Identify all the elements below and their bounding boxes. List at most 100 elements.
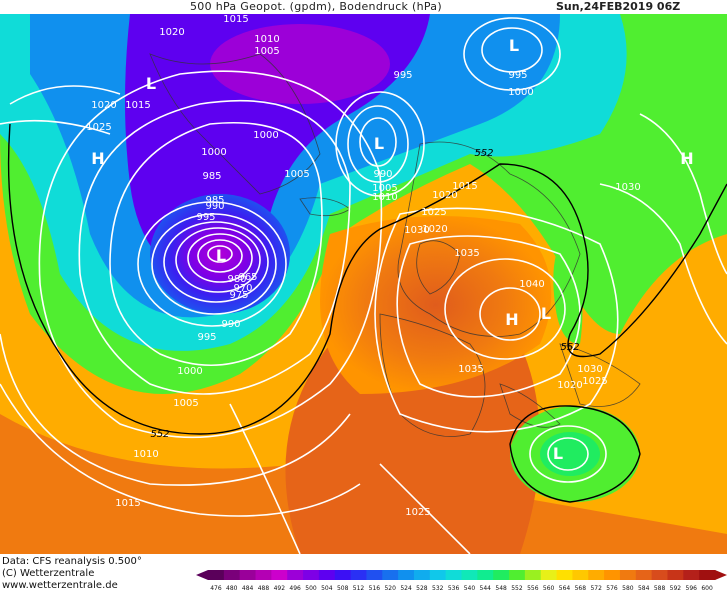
map-title: 500 hPa Geopot. (gpdm), Bodendruck (hPa)	[190, 0, 442, 13]
low-pressure-center: L	[374, 134, 384, 153]
legend-swatch	[350, 570, 367, 580]
isobar-label: 970	[233, 283, 252, 294]
legend-tick-label: 580	[622, 585, 634, 592]
high-pressure-center: H	[91, 149, 104, 168]
legend-tick-label: 544	[480, 585, 492, 592]
isobar-label: 1000	[508, 87, 533, 98]
geopotential-552-contour	[7, 123, 727, 435]
isobar-label: 1020	[159, 27, 184, 38]
legend-swatch	[287, 570, 304, 580]
legend-tick-label: 476	[210, 585, 222, 592]
northern-low-core	[210, 24, 390, 104]
isobars	[0, 17, 727, 554]
legend-tick-label: 516	[369, 585, 381, 592]
isobar-label: 1010	[372, 192, 397, 203]
legend-tick-label: 492	[274, 585, 286, 592]
legend-tick-label: 512	[353, 585, 365, 592]
pressure-centers: H H H L L L L L L	[91, 36, 693, 463]
legend-swatch	[556, 570, 573, 580]
legend-right-arrow	[715, 570, 727, 580]
legend-swatch	[604, 570, 621, 580]
legend-tick-label: 600	[701, 585, 713, 592]
low-pressure-center: L	[146, 74, 156, 93]
legend-swatch	[619, 570, 637, 580]
legend-tick-label: 564	[559, 585, 571, 592]
isobar-label: 985	[202, 171, 221, 182]
med-low-core	[540, 432, 600, 476]
isobar-label: 995	[197, 332, 216, 343]
legend-swatch	[651, 570, 668, 580]
isobar-label: 1035	[458, 364, 483, 375]
isobar-label: 1025	[582, 376, 607, 387]
legend-swatch	[334, 570, 352, 580]
isobar-label: 1005	[254, 46, 279, 57]
legend-swatch	[382, 570, 399, 580]
legend-tick-label: 584	[638, 585, 650, 592]
high-pressure-center: H	[680, 149, 693, 168]
isobar-label: 1020	[422, 224, 447, 235]
isobar-label: 965	[238, 272, 257, 283]
isobar-label: 990	[205, 201, 224, 212]
isobar-label: 1020	[91, 100, 116, 111]
legend-swatch	[445, 570, 462, 580]
eastern-trough	[553, 244, 583, 344]
legend-swatch	[239, 570, 257, 580]
isobar-label: 1000	[201, 147, 226, 158]
legend-tick-label: 524	[400, 585, 412, 592]
isobar-label: 1005	[284, 169, 309, 180]
geopotential-label: 552	[150, 429, 169, 440]
isobar-label: 1020	[432, 190, 457, 201]
legend-swatch	[524, 570, 542, 580]
isobar-label: 990	[221, 319, 240, 330]
legend-tick-label: 568	[575, 585, 587, 592]
legend-tick-label: 592	[670, 585, 682, 592]
legend-tick-label: 508	[337, 585, 349, 592]
legend-swatch	[509, 570, 526, 580]
legend-tick-label: 536	[448, 585, 460, 592]
isobar-label: 1035	[454, 248, 479, 259]
legend-tick-label: 576	[606, 585, 618, 592]
legend-tick-label: 488	[258, 585, 270, 592]
isobar-label: 985	[205, 195, 224, 206]
legend-tick-label: 548	[495, 585, 507, 592]
isobar-label: 1015	[115, 498, 140, 509]
isobar-label: 1030	[404, 225, 429, 236]
legend-swatch	[683, 570, 700, 580]
isobar-label: 1025	[421, 207, 446, 218]
isobar-label: 995	[508, 70, 527, 81]
low-pressure-center: L	[216, 246, 226, 265]
isobar-label: 1015	[223, 14, 248, 25]
isobar-label: 1030	[577, 364, 602, 375]
legend-swatch	[493, 570, 510, 580]
legend-swatch	[540, 570, 558, 580]
legend-swatch	[208, 570, 225, 580]
legend-tick-label: 540	[464, 585, 476, 592]
isobar-label: 1010	[254, 34, 279, 45]
legend-tick-label: 520	[384, 585, 396, 592]
med-low-552-contour	[509, 405, 641, 503]
legend-swatch	[255, 570, 272, 580]
legend-swatch	[303, 570, 320, 580]
legend-tick-label: 572	[590, 585, 602, 592]
legend-tick-label: 496	[289, 585, 301, 592]
legend-tick-label: 504	[321, 585, 333, 592]
legend-tick-label: 588	[654, 585, 666, 592]
legend-swatch	[223, 570, 241, 580]
isobar-label: 1025	[86, 122, 111, 133]
legend-left-arrow	[196, 570, 208, 580]
isobar-label: 1000	[253, 130, 278, 141]
legend-swatch	[271, 570, 288, 580]
isobar-label: 1020	[557, 380, 582, 391]
isobar-label: 995	[196, 212, 215, 223]
legend-tick-label: 532	[432, 585, 444, 592]
legend-tick-label: 480	[226, 585, 238, 592]
deep-low-core	[150, 194, 290, 314]
map-header: 500 hPa Geopot. (gpdm), Bodendruck (hPa)…	[0, 0, 727, 14]
low-pressure-center: L	[541, 304, 551, 323]
geopotential-labels: 552 552 552	[150, 148, 579, 440]
geopotential-label: 552	[474, 148, 493, 159]
legend-tick-label: 556	[527, 585, 539, 592]
geopotential-label: 552	[560, 342, 579, 353]
